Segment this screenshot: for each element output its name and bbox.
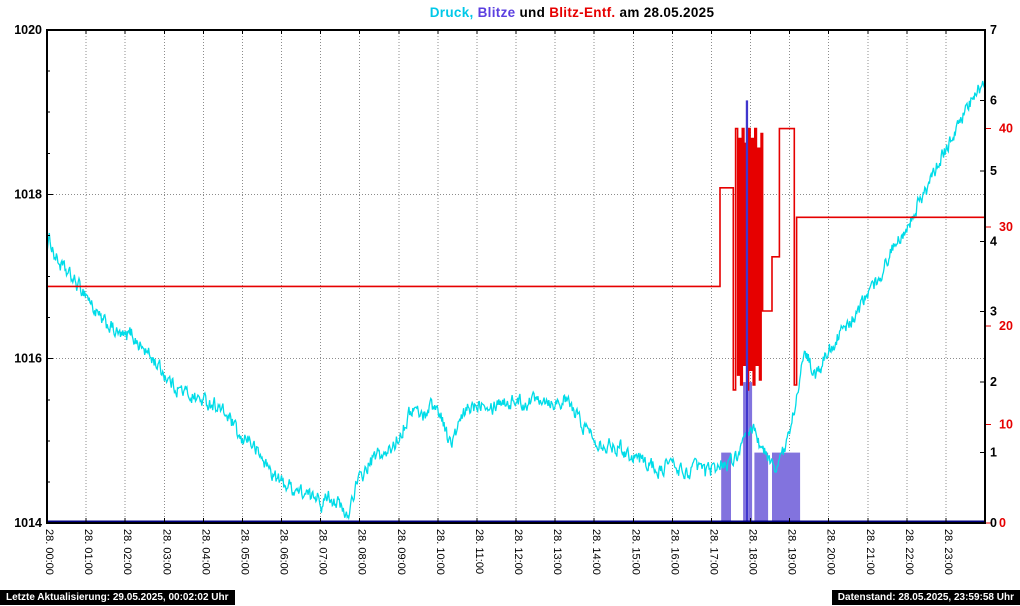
data-state-text: Datenstand: 28.05.2025, 23:59:58 Uhr [837, 592, 1014, 603]
title-part: am 28.05.2025 [615, 5, 715, 20]
distance-axis-labels: 0 10 20 30 40 [999, 122, 1013, 530]
svg-text:28. 18:00: 28. 18:00 [747, 529, 759, 575]
last-update-text: Letzte Aktualisierung: 29.05.2025, 00:02… [6, 592, 229, 603]
chart-title: Druck, Blitze und Blitz-Entf. am 28.05.2… [160, 5, 984, 20]
svg-text:28. 11:00: 28. 11:00 [473, 529, 485, 574]
pressure-axis-labels: 1014 1016 1018 1020 [14, 23, 42, 530]
svg-text:1016: 1016 [14, 352, 42, 366]
svg-text:28. 14:00: 28. 14:00 [590, 529, 602, 575]
svg-text:20: 20 [999, 319, 1013, 333]
svg-text:1018: 1018 [14, 187, 42, 201]
pressure-line [46, 80, 986, 521]
svg-text:10: 10 [999, 417, 1013, 431]
svg-text:28. 02:00: 28. 02:00 [121, 529, 133, 575]
svg-text:28. 12:00: 28. 12:00 [512, 529, 524, 575]
svg-text:28. 06:00: 28. 06:00 [278, 529, 290, 575]
count-axis-labels: 0 1 2 3 4 5 6 7 [990, 23, 997, 530]
svg-text:0: 0 [990, 516, 997, 530]
svg-text:28. 17:00: 28. 17:00 [707, 529, 719, 575]
svg-text:28. 10:00: 28. 10:00 [434, 529, 446, 575]
svg-text:28. 05:00: 28. 05:00 [238, 529, 250, 575]
title-part: und [515, 5, 550, 20]
svg-text:28. 22:00: 28. 22:00 [903, 529, 915, 575]
svg-text:28. 09:00: 28. 09:00 [395, 529, 407, 575]
last-update-bar: Letzte Aktualisierung: 29.05.2025, 00:02… [0, 590, 235, 605]
svg-text:1014: 1014 [14, 516, 42, 530]
svg-text:28. 21:00: 28. 21:00 [864, 529, 876, 575]
svg-text:28. 19:00: 28. 19:00 [786, 529, 798, 575]
svg-text:2: 2 [990, 375, 997, 389]
lightning-spike [745, 100, 749, 524]
svg-text:40: 40 [999, 122, 1013, 136]
title-part: Druck, [429, 5, 474, 20]
lightning-bars [721, 382, 801, 523]
gridlines [47, 30, 985, 523]
svg-text:28. 13:00: 28. 13:00 [551, 529, 563, 575]
svg-text:1: 1 [990, 446, 997, 460]
svg-text:28. 08:00: 28. 08:00 [356, 529, 368, 575]
svg-text:3: 3 [990, 305, 997, 319]
svg-text:5: 5 [990, 164, 997, 178]
title-part: Blitze [477, 5, 516, 20]
svg-text:28. 20:00: 28. 20:00 [825, 529, 837, 575]
time-axis-labels: 28. 00:00 28. 01:00 28. 02:00 28. 03:00 28. … [43, 529, 954, 575]
svg-text:30: 30 [999, 220, 1013, 234]
svg-text:28. 16:00: 28. 16:00 [668, 529, 680, 575]
svg-text:7: 7 [990, 23, 997, 37]
svg-text:28. 00:00: 28. 00:00 [43, 529, 55, 575]
plot-border [46, 29, 986, 524]
title-part: Blitz-Entf. [549, 5, 616, 20]
svg-text:28. 03:00: 28. 03:00 [160, 529, 172, 575]
svg-text:28. 01:00: 28. 01:00 [82, 529, 94, 575]
svg-text:6: 6 [990, 93, 997, 107]
data-state-bar: Datenstand: 28.05.2025, 23:59:58 Uhr [831, 590, 1020, 605]
svg-text:4: 4 [990, 234, 997, 248]
svg-text:28. 15:00: 28. 15:00 [629, 529, 641, 575]
distance-axis-ticks [986, 128, 991, 524]
svg-text:1020: 1020 [14, 23, 42, 37]
svg-text:28. 07:00: 28. 07:00 [317, 529, 329, 575]
svg-text:28. 04:00: 28. 04:00 [199, 529, 211, 575]
svg-text:28. 23:00: 28. 23:00 [942, 529, 954, 575]
svg-text:0: 0 [999, 516, 1006, 530]
distance-line [47, 127, 985, 391]
